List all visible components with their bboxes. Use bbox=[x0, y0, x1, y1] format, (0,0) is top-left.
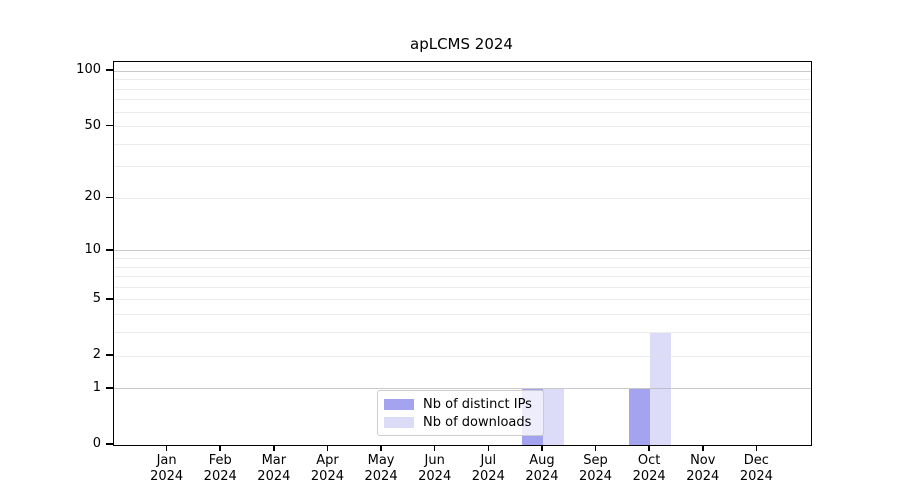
y-tick-20 bbox=[106, 196, 113, 199]
y-tick-2 bbox=[106, 354, 113, 356]
downloads-swatch bbox=[384, 416, 414, 428]
gridlines-layer bbox=[114, 62, 811, 445]
y-tick-label-1: 1 bbox=[92, 379, 101, 395]
x-tick-mar bbox=[273, 445, 275, 451]
gridline-40 bbox=[114, 143, 811, 145]
legend: Nb of distinct IPs Nb of downloads bbox=[377, 390, 544, 436]
gridline-30 bbox=[114, 166, 811, 168]
gridline-8 bbox=[114, 266, 811, 268]
gridline-20 bbox=[114, 197, 811, 199]
x-tick-label-oct: Oct 2024 bbox=[632, 453, 666, 484]
y-tick-label-5: 5 bbox=[92, 290, 101, 306]
x-tick-may bbox=[380, 445, 382, 451]
x-tick-sep bbox=[594, 445, 597, 451]
x-tick-aug bbox=[541, 445, 543, 451]
gridline-4 bbox=[114, 314, 811, 316]
x-tick-label-sep: Sep 2024 bbox=[578, 453, 613, 484]
bar-aug-series1 bbox=[542, 388, 564, 445]
x-tick-jan bbox=[165, 445, 168, 451]
y-tick-50 bbox=[106, 124, 113, 127]
x-tick-label-aug: Aug 2024 bbox=[525, 453, 559, 484]
gridline-2 bbox=[114, 355, 811, 357]
gridline-60 bbox=[114, 111, 811, 113]
legend-label-distinct-ips: Nb of distinct IPs bbox=[423, 396, 532, 412]
x-tick-label-apr: Apr 2024 bbox=[310, 453, 344, 484]
x-tick-label-dec: Dec 2024 bbox=[739, 453, 773, 484]
distinct-ips-swatch bbox=[384, 398, 414, 410]
x-tick-label-jun: Jun 2024 bbox=[418, 453, 452, 484]
y-tick-label-10: 10 bbox=[84, 241, 101, 257]
x-tick-label-mar: Mar 2024 bbox=[257, 453, 291, 484]
y-tick-label-100: 100 bbox=[76, 62, 101, 78]
x-tick-label-nov: Nov 2024 bbox=[686, 453, 720, 484]
bar-oct-series0 bbox=[629, 388, 651, 445]
x-tick-label-jul: Jul 2024 bbox=[471, 453, 505, 484]
legend-label-downloads: Nb of downloads bbox=[423, 414, 532, 430]
x-tick-dec bbox=[755, 445, 758, 451]
chart-title: apLCMS 2024 bbox=[410, 35, 513, 53]
gridline-10 bbox=[114, 250, 811, 252]
gridline-70 bbox=[114, 99, 811, 101]
x-tick-feb bbox=[219, 445, 221, 451]
legend-entry-downloads: Nb of downloads bbox=[384, 415, 536, 430]
gridline-90 bbox=[114, 79, 811, 81]
y-tick-label-50: 50 bbox=[84, 117, 101, 133]
gridline-80 bbox=[114, 88, 811, 90]
gridline-9 bbox=[114, 258, 811, 259]
y-tick-10 bbox=[106, 249, 113, 251]
gridline-6 bbox=[114, 286, 811, 288]
gridline-7 bbox=[114, 276, 811, 278]
y-tick-100 bbox=[106, 69, 113, 71]
x-tick-label-feb: Feb 2024 bbox=[203, 453, 237, 484]
y-tick-label-20: 20 bbox=[84, 189, 101, 205]
gridline-50 bbox=[114, 126, 811, 128]
x-tick-apr bbox=[326, 445, 329, 451]
gridline-100 bbox=[114, 70, 811, 72]
x-tick-oct bbox=[648, 445, 650, 451]
y-tick-1 bbox=[106, 387, 113, 389]
gridline-1 bbox=[114, 388, 811, 390]
y-tick-0 bbox=[106, 443, 113, 445]
plot-area bbox=[113, 61, 812, 446]
y-tick-label-2: 2 bbox=[92, 347, 101, 363]
x-tick-jul bbox=[487, 445, 490, 451]
x-tick-nov bbox=[702, 445, 704, 451]
x-tick-label-jan: Jan 2024 bbox=[150, 453, 184, 484]
legend-entry-distinct-ips: Nb of distinct IPs bbox=[384, 397, 536, 412]
y-tick-5 bbox=[106, 298, 113, 300]
x-tick-jun bbox=[433, 445, 436, 451]
x-tick-label-may: May 2024 bbox=[364, 453, 398, 484]
gridline-5 bbox=[114, 299, 811, 301]
y-tick-label-0: 0 bbox=[92, 436, 101, 451]
gridline-3 bbox=[114, 332, 811, 334]
